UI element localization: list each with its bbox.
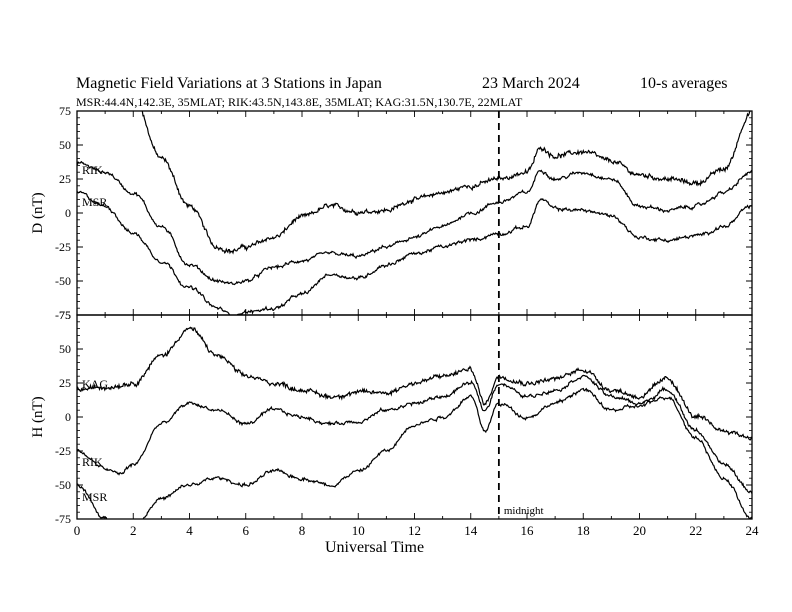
x-tick-label: 14	[464, 523, 478, 538]
series-label-rik: RIK	[82, 455, 103, 469]
series-line-d-rik	[77, 160, 752, 286]
series-line-d-msr	[77, 190, 752, 315]
y-tick-label: -50	[55, 274, 71, 288]
y-tick-label: 75	[59, 308, 71, 322]
y-tick-label: -25	[55, 444, 71, 458]
x-tick-label: 0	[74, 523, 81, 538]
y-tick-label: 50	[59, 342, 71, 356]
y-tick-label: -75	[55, 308, 71, 322]
y-tick-label: 0	[65, 410, 71, 424]
chart-title: Magnetic Field Variations at 3 Stations …	[76, 75, 382, 92]
y-tick-label: 75	[59, 104, 71, 118]
y-tick-label: 0	[65, 206, 71, 220]
y-tick-label: 25	[59, 376, 71, 390]
series-line-h-kag	[77, 326, 752, 441]
x-tick-label: 12	[408, 523, 421, 538]
x-axis-label: Universal Time	[325, 539, 424, 556]
x-tick-label: 20	[633, 523, 646, 538]
x-tick-label: 18	[577, 523, 590, 538]
series-line-h-rik	[77, 374, 752, 494]
midnight-label: midnight	[504, 505, 544, 517]
y-axis-label: H (nT)	[30, 396, 46, 437]
y-tick-label: -50	[55, 478, 71, 492]
y-tick-label: 50	[59, 138, 71, 152]
series-label-kag: KAG	[82, 377, 108, 391]
panel-frame	[76, 110, 753, 316]
y-tick-label: 25	[59, 172, 71, 186]
chart-date: 23 March 2024	[482, 75, 580, 92]
series-line-d-kag	[141, 111, 752, 255]
x-tick-label: 24	[746, 523, 760, 538]
y-tick-label: -75	[55, 512, 71, 526]
y-tick-label: -25	[55, 240, 71, 254]
series-label-rik: RIK	[82, 163, 103, 177]
x-tick-label: 22	[689, 523, 702, 538]
x-tick-label: 4	[186, 523, 193, 538]
x-tick-label: 16	[521, 523, 535, 538]
x-tick-label: 10	[352, 523, 365, 538]
y-axis-label: D (nT)	[30, 192, 46, 233]
station-coordinates: MSR:44.4N,142.3E, 35MLAT; RIK:43.5N,143.…	[76, 95, 523, 109]
x-tick-label: 8	[299, 523, 306, 538]
x-tick-label: 6	[243, 523, 250, 538]
series-line-h-msr	[77, 387, 752, 519]
x-tick-label: 2	[130, 523, 137, 538]
chart-averaging: 10-s averages	[640, 75, 728, 92]
panel-d: 75 50 25 0 -25 -50 -75 D (nT) RIK MSR	[30, 104, 753, 322]
series-label-msr: MSR	[82, 490, 107, 504]
series-label-msr: MSR	[82, 195, 107, 209]
